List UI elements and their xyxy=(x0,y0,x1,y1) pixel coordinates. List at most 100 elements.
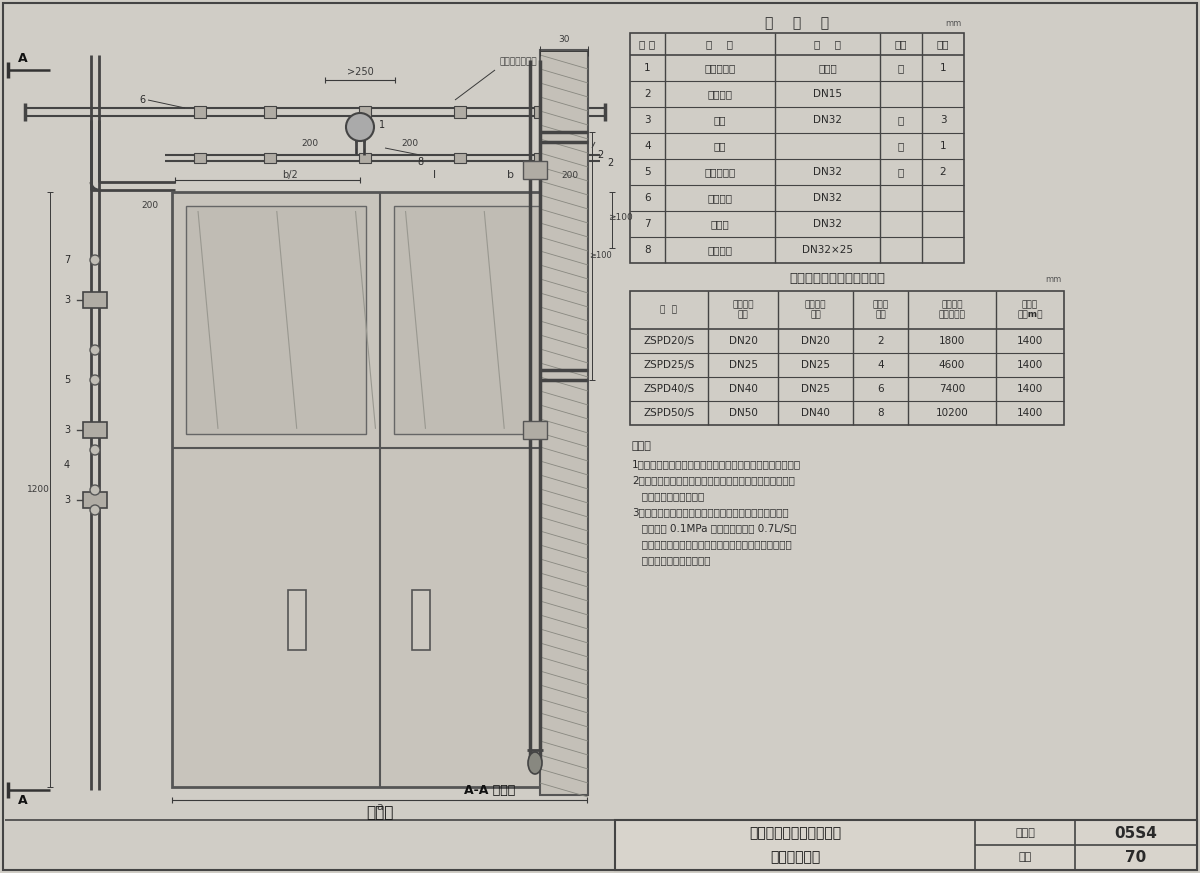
Text: DN15: DN15 xyxy=(814,89,842,99)
Text: 1400: 1400 xyxy=(1016,408,1043,418)
Text: 规    格: 规 格 xyxy=(814,39,841,49)
Text: 7: 7 xyxy=(64,255,70,265)
Text: 4600: 4600 xyxy=(938,360,965,370)
Bar xyxy=(359,153,371,163)
Text: 头数: 头数 xyxy=(875,311,886,320)
Text: 1: 1 xyxy=(379,120,385,130)
Text: DN40: DN40 xyxy=(802,408,830,418)
Circle shape xyxy=(90,485,100,495)
Text: 3: 3 xyxy=(644,115,650,125)
Text: 200: 200 xyxy=(402,139,419,148)
Bar xyxy=(540,50,588,795)
Text: ZSPD20/S: ZSPD20/S xyxy=(643,336,695,346)
Text: 4: 4 xyxy=(877,360,884,370)
Circle shape xyxy=(90,345,100,355)
Text: 5: 5 xyxy=(644,167,650,177)
Text: 单位: 单位 xyxy=(895,39,907,49)
Text: ≥100: ≥100 xyxy=(589,251,612,260)
Text: 3: 3 xyxy=(64,425,70,435)
Text: 30: 30 xyxy=(558,36,570,45)
Text: 4: 4 xyxy=(644,141,650,151)
Text: 8: 8 xyxy=(644,245,650,255)
Text: DN25: DN25 xyxy=(728,360,757,370)
Bar xyxy=(630,291,1064,425)
Circle shape xyxy=(90,375,100,385)
Text: 4: 4 xyxy=(64,460,70,470)
Text: DN32: DN32 xyxy=(814,115,842,125)
Text: 页次: 页次 xyxy=(1019,852,1032,862)
Bar xyxy=(523,161,547,179)
Text: b: b xyxy=(506,170,514,180)
Text: 横管托架: 横管托架 xyxy=(708,193,732,203)
Bar xyxy=(288,590,306,650)
Text: 2．给水管可从任何一端连接，手动开关设置于门的任何一: 2．给水管可从任何一端连接，手动开关设置于门的任何一 xyxy=(632,475,794,485)
Text: ZSPD40/S: ZSPD40/S xyxy=(643,384,695,394)
Text: 每嚙头在 0.1MPa 压力下出流量为 0.7L/S，: 每嚙头在 0.1MPa 压力下出流量为 0.7L/S， xyxy=(632,523,797,533)
Bar xyxy=(454,153,466,163)
Text: DN32: DN32 xyxy=(814,167,842,177)
Text: 1400: 1400 xyxy=(1016,360,1043,370)
Text: 输出控制器: 输出控制器 xyxy=(704,63,736,73)
Text: 进水管道: 进水管道 xyxy=(732,300,754,310)
Text: 1: 1 xyxy=(644,63,650,73)
Bar xyxy=(359,106,371,118)
Text: 1400: 1400 xyxy=(1016,336,1043,346)
Text: 水雾嚙: 水雾嚙 xyxy=(872,300,888,310)
Text: 输出控制器型号规格选用表: 输出控制器型号规格选用表 xyxy=(790,272,886,285)
Text: DN25: DN25 xyxy=(802,360,830,370)
Text: 200: 200 xyxy=(562,170,578,180)
Text: 1: 1 xyxy=(940,63,947,73)
Bar xyxy=(412,590,430,650)
Text: 1800: 1800 xyxy=(938,336,965,346)
Text: 嚙头间: 嚙头间 xyxy=(1022,300,1038,310)
Text: 部    件    表: 部 件 表 xyxy=(764,16,829,30)
Text: A: A xyxy=(18,52,28,65)
Text: 05S4: 05S4 xyxy=(1115,826,1158,841)
Bar xyxy=(534,153,546,163)
Text: 1: 1 xyxy=(940,141,947,151)
Text: 正视图: 正视图 xyxy=(366,806,394,821)
Bar xyxy=(186,206,366,434)
Text: l: l xyxy=(433,170,437,180)
Text: a: a xyxy=(376,802,383,812)
Bar xyxy=(194,153,206,163)
Text: 工程设计时应复核确定。: 工程设计时应复核确定。 xyxy=(632,555,710,565)
Text: DN20: DN20 xyxy=(728,336,757,346)
Text: DN32×25: DN32×25 xyxy=(802,245,853,255)
Text: mm: mm xyxy=(1045,274,1062,284)
Bar xyxy=(194,106,206,118)
Text: 3: 3 xyxy=(64,295,70,305)
Text: 防火门、卷帘门水幕系统: 防火门、卷帘门水幕系统 xyxy=(749,826,841,840)
Text: 2: 2 xyxy=(644,89,650,99)
Text: 给水管: 给水管 xyxy=(710,219,730,229)
Bar xyxy=(172,192,587,787)
Text: 异径三通: 异径三通 xyxy=(708,245,732,255)
Text: 距（m）: 距（m） xyxy=(1018,311,1043,320)
Text: 1400: 1400 xyxy=(1016,384,1043,394)
Text: 可选择泵水方向: 可选择泵水方向 xyxy=(500,58,538,66)
Text: 200: 200 xyxy=(301,139,318,148)
Bar xyxy=(394,206,574,434)
Text: 6: 6 xyxy=(644,193,650,203)
Text: 最大保护: 最大保护 xyxy=(941,300,962,310)
Bar xyxy=(83,292,107,308)
Text: 2: 2 xyxy=(607,158,613,168)
Text: 1．若室内设有雨淋和其它水幕系统时，此装置应与其联动。: 1．若室内设有雨淋和其它水幕系统时，此装置应与其联动。 xyxy=(632,459,802,469)
Bar xyxy=(523,421,547,439)
Text: >250: >250 xyxy=(347,67,373,77)
Bar xyxy=(83,492,107,508)
Bar xyxy=(454,106,466,118)
Text: 铝封: 铝封 xyxy=(714,141,726,151)
Text: 编 号: 编 号 xyxy=(640,39,655,49)
Text: 水雾嚙头: 水雾嚙头 xyxy=(708,89,732,99)
Text: 3: 3 xyxy=(64,495,70,505)
Text: 数量: 数量 xyxy=(937,39,949,49)
Bar xyxy=(616,820,1198,870)
Text: 6: 6 xyxy=(877,384,884,394)
Text: ≥100: ≥100 xyxy=(607,214,632,223)
Text: 2: 2 xyxy=(596,150,604,160)
Text: 2: 2 xyxy=(877,336,884,346)
Text: 6: 6 xyxy=(139,95,145,105)
Text: 200: 200 xyxy=(142,201,158,210)
Text: 蝶阀: 蝶阀 xyxy=(714,115,726,125)
